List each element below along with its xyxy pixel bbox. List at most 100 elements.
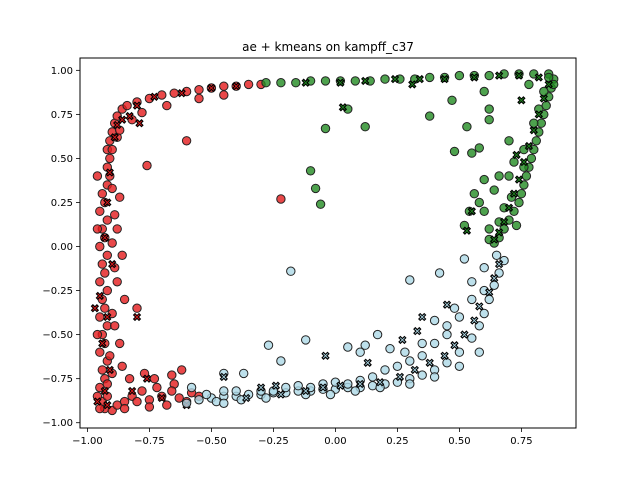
data-point [454, 361, 465, 371]
centroid-marker [470, 316, 479, 325]
y-tick-label: −0.75 [42, 374, 73, 385]
y-tick-label: 0.75 [51, 110, 73, 121]
data-point [107, 183, 117, 194]
data-point [110, 321, 120, 331]
data-point [117, 250, 127, 261]
data-point [117, 361, 127, 371]
data-point [355, 347, 365, 357]
centroid-marker [301, 78, 310, 87]
data-point [194, 93, 204, 104]
data-point [320, 123, 331, 134]
data-point [97, 259, 108, 269]
centroid-marker [398, 335, 407, 345]
centroid-marker [207, 83, 216, 93]
data-point [92, 224, 103, 234]
data-point [112, 277, 122, 287]
data-point [100, 303, 110, 313]
centroid-marker [514, 175, 524, 184]
y-tick-label: −1.00 [42, 418, 73, 429]
centroid-marker [514, 71, 524, 80]
data-point [201, 389, 212, 400]
centroid-marker [462, 226, 472, 235]
y-tick-label: 0.25 [51, 198, 73, 209]
data-point [124, 374, 135, 384]
data-point [474, 143, 484, 153]
data-point [529, 118, 539, 128]
data-point [105, 153, 115, 164]
centroid-marker [440, 351, 449, 360]
data-point [181, 398, 192, 408]
centroid-marker [103, 198, 112, 207]
data-point [491, 250, 502, 261]
data-point [509, 157, 519, 167]
x-tick-label: 0.75 [510, 436, 532, 447]
centroid-marker [125, 111, 134, 121]
data-point [447, 95, 457, 106]
centroid-marker [442, 300, 452, 309]
centroid-marker [544, 80, 553, 89]
centroid-marker [301, 386, 310, 396]
y-tick-label: 1.00 [51, 66, 73, 77]
centroid-marker [460, 330, 469, 339]
centroid-marker [485, 288, 494, 297]
centroid-marker [413, 326, 422, 336]
y-tick-label: 0.00 [51, 242, 73, 253]
data-point [157, 90, 167, 100]
data-point [97, 189, 108, 199]
data-point [350, 76, 360, 86]
data-point [219, 81, 229, 91]
x-tick-label: −0.75 [134, 436, 165, 447]
data-point [429, 315, 440, 326]
centroid-marker [494, 71, 504, 80]
chart-title: ae + kmeans on kampff_c37 [242, 40, 414, 54]
centroid-marker [271, 381, 281, 390]
x-tick-label: −0.25 [258, 436, 289, 447]
data-point [219, 398, 229, 408]
data-point [343, 379, 353, 389]
data-point [367, 381, 378, 391]
data-point [343, 342, 353, 352]
centroid-marker [490, 235, 499, 244]
data-point [479, 206, 489, 217]
data-point [144, 402, 155, 412]
centroid-marker [390, 74, 400, 84]
centroid-marker [127, 386, 137, 396]
x-tick-label: −0.50 [196, 436, 227, 447]
data-point [112, 400, 122, 410]
data-point [95, 241, 105, 252]
data-point [385, 344, 395, 354]
data-point [122, 100, 132, 111]
data-point [152, 382, 162, 393]
centroid-marker [157, 393, 166, 403]
data-point [181, 136, 192, 146]
centroid-marker [219, 372, 228, 382]
centroid-marker [232, 82, 241, 91]
y-tick-label: 0.50 [51, 154, 73, 165]
data-point [467, 294, 477, 305]
data-point [360, 122, 370, 132]
centroid-marker [524, 141, 534, 151]
data-point [511, 220, 522, 231]
data-point [454, 347, 465, 357]
centroid-marker [90, 304, 100, 313]
centroid-marker [276, 390, 286, 399]
data-point [479, 308, 489, 319]
data-point [479, 263, 489, 273]
data-point [405, 379, 415, 389]
centroid-marker [132, 101, 142, 110]
series-1 [261, 69, 559, 248]
data-point [92, 171, 103, 181]
centroid-marker [132, 312, 142, 322]
data-point [474, 197, 484, 208]
data-point [405, 356, 415, 366]
data-point [325, 389, 336, 400]
data-point [454, 312, 465, 322]
data-point [484, 115, 494, 125]
data-point [459, 254, 470, 264]
centroid-marker [318, 383, 328, 392]
data-point [367, 372, 378, 382]
centroid-marker [108, 259, 117, 269]
centroid-marker [504, 203, 514, 212]
data-point [392, 361, 403, 371]
centroid-marker [517, 96, 526, 105]
